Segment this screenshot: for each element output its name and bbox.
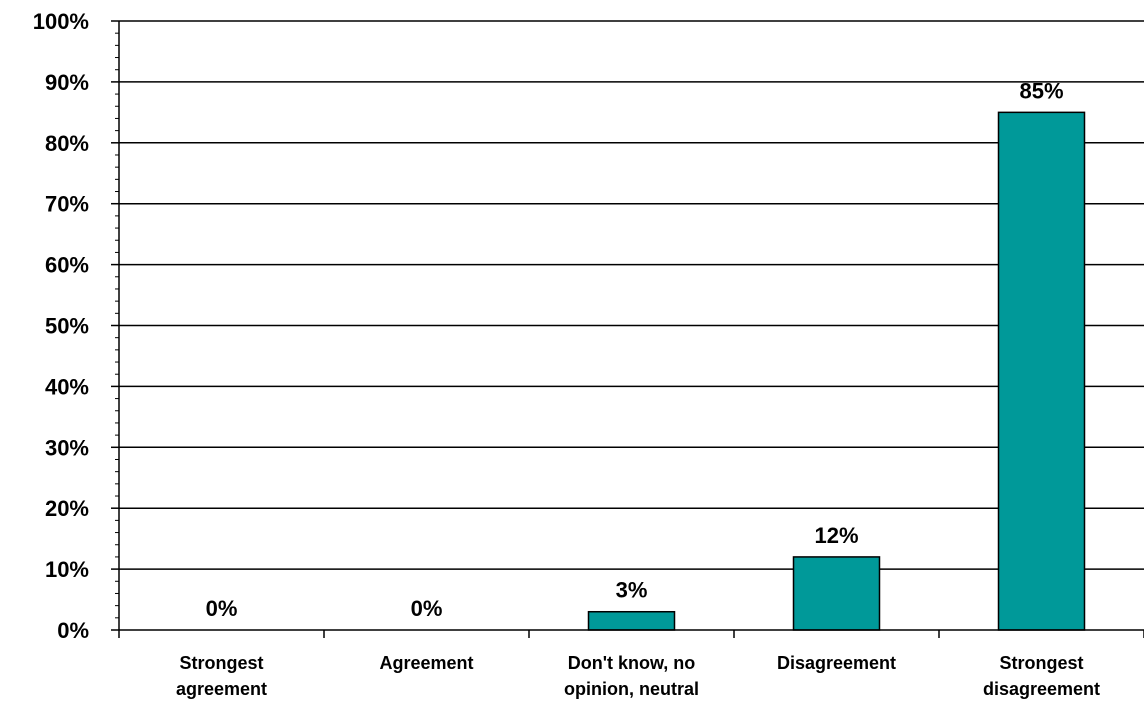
category-label: opinion, neutral bbox=[564, 679, 699, 699]
axes bbox=[111, 20, 1144, 638]
y-tick-label: 90% bbox=[45, 70, 89, 95]
category-label: Don't know, no bbox=[568, 653, 696, 673]
y-tick-label: 50% bbox=[45, 314, 89, 339]
data-label: 85% bbox=[1019, 78, 1063, 103]
y-tick-label: 30% bbox=[45, 435, 89, 460]
y-tick-label: 100% bbox=[33, 9, 89, 34]
category-label: disagreement bbox=[983, 679, 1100, 699]
category-label: Strongest bbox=[179, 653, 263, 673]
bar bbox=[587, 610, 676, 631]
bar bbox=[792, 556, 881, 631]
bar bbox=[997, 111, 1086, 631]
data-label: 0% bbox=[411, 596, 443, 621]
y-tick-label: 20% bbox=[45, 496, 89, 521]
category-label: Disagreement bbox=[777, 653, 896, 673]
y-tick-label: 10% bbox=[45, 557, 89, 582]
y-tick-label: 80% bbox=[45, 131, 89, 156]
data-label: 0% bbox=[206, 596, 238, 621]
gridlines bbox=[119, 20, 1144, 570]
y-tick-label: 40% bbox=[45, 374, 89, 399]
labels: 0% 10% 20% 30% 40% 50% 60% 70% 80% 90% 100% 0% Stron… bbox=[33, 9, 1100, 699]
data-label: 3% bbox=[616, 578, 648, 603]
category-label: Agreement bbox=[379, 653, 473, 673]
y-tick-label: 60% bbox=[45, 253, 89, 278]
bars bbox=[587, 111, 1086, 631]
category-label: Strongest bbox=[999, 653, 1083, 673]
category-label: agreement bbox=[176, 679, 267, 699]
y-tick-label: 0% bbox=[57, 618, 89, 643]
data-label: 12% bbox=[814, 523, 858, 548]
y-tick-label: 70% bbox=[45, 192, 89, 217]
